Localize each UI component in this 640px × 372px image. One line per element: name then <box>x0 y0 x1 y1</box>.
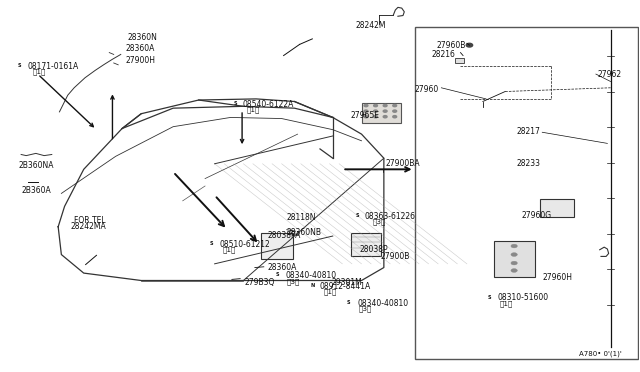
Bar <box>214 164 333 264</box>
Text: 28242M: 28242M <box>355 21 386 30</box>
Text: N: N <box>310 283 314 288</box>
Text: 27960B: 27960B <box>436 41 466 50</box>
Text: 27960H: 27960H <box>542 273 572 282</box>
Text: S: S <box>488 295 492 300</box>
Text: 28360A: 28360A <box>126 44 156 54</box>
Text: 28233: 28233 <box>516 159 541 168</box>
Text: 28217: 28217 <box>516 128 541 137</box>
Text: S: S <box>276 272 280 278</box>
Bar <box>540 199 573 217</box>
Circle shape <box>393 116 397 118</box>
Text: 08912-8441A: 08912-8441A <box>320 282 371 291</box>
Text: （3）: （3） <box>287 278 300 285</box>
Text: （1）: （1） <box>33 68 46 75</box>
Circle shape <box>511 244 517 248</box>
Circle shape <box>511 253 517 256</box>
Text: 27960G: 27960G <box>521 211 551 220</box>
Text: 08363-61226: 08363-61226 <box>365 212 416 221</box>
Text: 28242MA: 28242MA <box>71 222 107 231</box>
Bar <box>493 241 535 277</box>
Text: 08510-61212: 08510-61212 <box>219 240 270 249</box>
Text: （1）: （1） <box>246 106 260 113</box>
Bar <box>261 234 293 259</box>
Text: 27900H: 27900H <box>125 55 156 65</box>
Text: 27900B: 27900B <box>381 252 410 261</box>
Circle shape <box>393 110 397 112</box>
Text: （1）: （1） <box>500 300 513 307</box>
Circle shape <box>511 261 517 265</box>
Text: （1）: （1） <box>323 288 337 295</box>
Text: 08310-51600: 08310-51600 <box>497 294 548 302</box>
Text: （3）: （3） <box>372 219 386 225</box>
Circle shape <box>364 105 368 107</box>
Text: 2B360NA: 2B360NA <box>19 161 54 170</box>
Text: S: S <box>18 63 22 68</box>
Text: 28118N: 28118N <box>287 213 316 222</box>
Bar <box>351 234 381 256</box>
Circle shape <box>364 116 368 118</box>
Circle shape <box>393 105 397 107</box>
Text: 28360N: 28360N <box>127 33 157 42</box>
Text: S: S <box>355 213 359 218</box>
Text: S: S <box>234 101 237 106</box>
Text: S: S <box>210 241 213 246</box>
Circle shape <box>374 105 378 107</box>
Text: 27962: 27962 <box>598 70 622 79</box>
Circle shape <box>364 110 368 112</box>
Text: 27960: 27960 <box>415 85 439 94</box>
Circle shape <box>374 110 378 112</box>
Bar <box>415 28 638 359</box>
Text: 279B3Q: 279B3Q <box>244 278 275 287</box>
Text: 28360NB: 28360NB <box>287 228 322 237</box>
Text: 28216: 28216 <box>432 50 456 59</box>
Text: 28360A: 28360A <box>268 263 297 272</box>
Text: A780• 0'(1)': A780• 0'(1)' <box>579 351 622 357</box>
Circle shape <box>374 116 378 118</box>
Bar <box>456 58 465 62</box>
Text: 08540-6122A: 08540-6122A <box>242 100 294 109</box>
Text: FOR TEL: FOR TEL <box>74 216 106 225</box>
Text: 27965E: 27965E <box>351 111 380 120</box>
Text: 28038P: 28038P <box>360 244 388 254</box>
Bar <box>362 103 401 123</box>
Circle shape <box>511 269 517 272</box>
Circle shape <box>383 105 387 107</box>
Text: （3）: （3） <box>358 305 372 312</box>
Text: 28038PA: 28038PA <box>268 231 301 240</box>
Text: 2B360A: 2B360A <box>21 186 51 195</box>
Text: （1）: （1） <box>223 246 236 253</box>
Text: 08340-40810: 08340-40810 <box>357 299 408 308</box>
Text: 27900BA: 27900BA <box>385 159 420 168</box>
Text: 08340-40810: 08340-40810 <box>285 271 337 280</box>
Text: S: S <box>347 300 351 305</box>
Circle shape <box>467 43 472 47</box>
Circle shape <box>383 116 387 118</box>
Text: 08171-0161A: 08171-0161A <box>28 62 79 71</box>
Text: 29301M: 29301M <box>332 278 362 287</box>
Circle shape <box>383 110 387 112</box>
